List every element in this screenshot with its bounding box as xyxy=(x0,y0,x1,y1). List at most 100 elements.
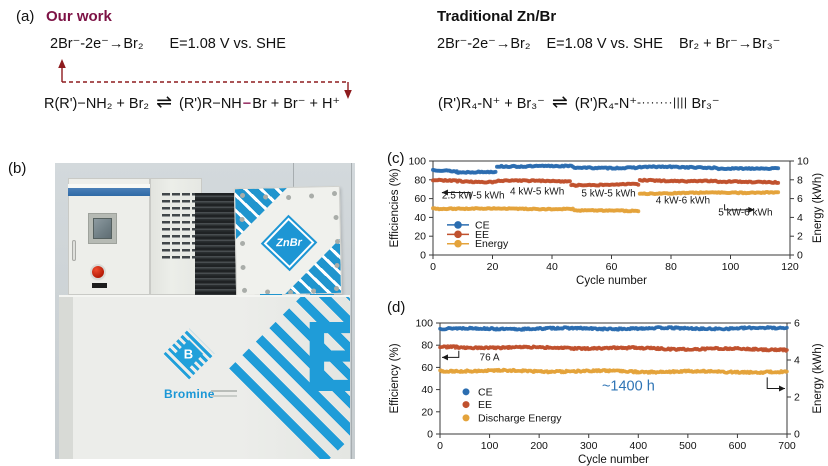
svg-text:400: 400 xyxy=(630,440,648,452)
svg-text:300: 300 xyxy=(580,440,598,452)
svg-text:6: 6 xyxy=(797,193,803,205)
svg-text:80: 80 xyxy=(414,174,426,186)
bromine-logo-letter: B xyxy=(184,346,194,362)
ourwork-eq1: 2Br⁻-2e⁻→Br₂ xyxy=(50,36,144,52)
znbr-diamond-badge: ZnBr xyxy=(260,214,318,272)
traditional-complex-equilibrium: (R')R₄-N⁺ + Br₃⁻ ⇌ (R')R₄-N⁺-·······||||… xyxy=(438,92,720,113)
y-axis-left-label: Efficiencies (%) xyxy=(389,168,401,247)
svg-text:0: 0 xyxy=(797,250,803,262)
svg-text:5 kW-5 kWh: 5 kW-5 kWh xyxy=(581,189,635,200)
bromine-brand-text: Bromine xyxy=(164,387,215,401)
panel-c-label: (c) xyxy=(387,150,405,167)
annotations: 76 A ~1400 h xyxy=(441,350,786,395)
ourwork-eq2-rhs-b: Br + Br⁻ + H⁺ xyxy=(252,95,341,112)
vent-grille xyxy=(160,193,196,259)
nh-br-bond: − xyxy=(242,95,252,112)
panel-a-label: (a) xyxy=(16,8,35,25)
svg-text:8: 8 xyxy=(797,174,803,186)
emergency-stop-button xyxy=(92,266,104,278)
y-axis-right-label: Energy (kWh) xyxy=(812,343,824,413)
svg-text:76 A: 76 A xyxy=(480,353,500,364)
svg-text:0: 0 xyxy=(420,250,426,262)
equilibrium-arrows-icon: ⇌ xyxy=(551,92,568,113)
traditional-eq1: 2Br⁻-2e⁻→Br₂ xyxy=(437,36,531,52)
series-CE xyxy=(438,325,789,332)
series-EE xyxy=(438,344,789,353)
svg-text:120: 120 xyxy=(781,261,799,273)
svg-text:2.5 kW-5 kWh: 2.5 kW-5 kWh xyxy=(442,191,505,202)
svg-text:2: 2 xyxy=(794,392,800,404)
series-Energy xyxy=(431,190,781,214)
panel-d-label: (d) xyxy=(387,299,406,316)
series-CE xyxy=(431,163,781,175)
svg-text:20: 20 xyxy=(421,406,433,418)
svg-text:40: 40 xyxy=(546,261,558,273)
ourwork-amine-equilibrium: R(R')−NH₂ + Br₂ ⇌ (R')R−NH−Br + Br⁻ + H⁺ xyxy=(44,92,340,113)
ourwork-halfreaction: 2Br⁻-2e⁻→Br₂ E=1.08 V vs. SHE xyxy=(50,36,286,52)
svg-text:4 kW-6 kWh: 4 kW-6 kWh xyxy=(656,195,710,206)
emergency-stop-label xyxy=(92,283,107,288)
svg-text:EE: EE xyxy=(475,229,489,241)
x-axis-label: Cycle number xyxy=(578,454,649,466)
series-EE xyxy=(431,177,781,188)
end-plate-bolts xyxy=(239,192,246,198)
control-box xyxy=(68,178,202,295)
equilibrium-arrows-icon: ⇌ xyxy=(156,92,172,113)
bromine-logo-core: B xyxy=(174,339,204,369)
svg-text:200: 200 xyxy=(530,440,548,452)
bromine-diamond-logo: B xyxy=(163,328,215,380)
svg-text:CE: CE xyxy=(475,219,490,231)
wall-seam xyxy=(351,163,352,459)
traditional-title: Traditional Zn/Br xyxy=(437,8,557,25)
door-handle xyxy=(72,240,76,261)
traditional-eq2-rhs-b: Br₃⁻ xyxy=(691,95,720,112)
control-box-blue-stripe xyxy=(68,188,150,196)
traditional-halfreaction: 2Br⁻-2e⁻→Br₂ E=1.08 V vs. SHE Br₂ + Br⁻→… xyxy=(437,36,780,52)
chart-c-power-rating-cycling: 0 20 40 60 80 100 1200204060801000246810Cycle … xyxy=(389,156,824,288)
svg-text:500: 500 xyxy=(679,440,697,452)
svg-text:5 kW-6 kWh: 5 kW-6 kWh xyxy=(718,208,772,219)
svg-text:100: 100 xyxy=(408,156,426,168)
svg-text:80: 80 xyxy=(421,340,433,352)
traditional-eq2-rhs-a: (R')R₄-N⁺ xyxy=(574,95,637,112)
svg-text:100: 100 xyxy=(415,318,433,330)
svg-text:0: 0 xyxy=(437,440,443,452)
stack-end-plate: ZnBr xyxy=(233,185,343,297)
large-logo-letter: E xyxy=(303,307,350,407)
hmi-screen-frame xyxy=(88,213,117,244)
svg-text:40: 40 xyxy=(421,384,433,396)
svg-text:4 kW-5 kWh: 4 kW-5 kWh xyxy=(510,186,564,197)
znbr-badge-text: ZnBr xyxy=(276,236,302,250)
traditional-eq1-potential: E=1.08 V vs. SHE xyxy=(546,36,663,52)
svg-text:0: 0 xyxy=(794,429,800,441)
ourwork-eq2-lhs: R(R')−NH₂ + Br₂ xyxy=(44,95,150,112)
ionic-association-dots: -·······|||| xyxy=(637,94,688,109)
control-box-roof xyxy=(68,184,150,188)
axes: 0 100 200 300 400 500 600 7000204060801000246Cy… xyxy=(389,318,824,466)
ourwork-eq2-rhs: (R')R−NH−Br + Br⁻ + H⁺ xyxy=(179,96,340,112)
svg-text:20: 20 xyxy=(414,231,426,243)
traditional-eq1-extra: Br₂ + Br⁻→Br₃⁻ xyxy=(678,36,781,52)
our-work-title: Our work xyxy=(46,8,112,25)
svg-text:60: 60 xyxy=(421,362,433,374)
bromide-recycle-arrow xyxy=(58,59,352,99)
y-axis-left-label: Efficiency (%) xyxy=(389,343,401,413)
svg-text:0: 0 xyxy=(430,261,436,273)
svg-text:60: 60 xyxy=(606,261,618,273)
bromine-brand-subtext xyxy=(211,390,237,397)
svg-text:100: 100 xyxy=(722,261,740,273)
axes: 0 20 40 60 80 100 1200204060801000246810Cycle … xyxy=(389,156,824,288)
svg-text:40: 40 xyxy=(414,212,426,224)
svg-text:6: 6 xyxy=(794,318,800,330)
hmi-screen xyxy=(93,218,112,239)
svg-text:600: 600 xyxy=(729,440,747,452)
svg-text:~1400 h: ~1400 h xyxy=(602,379,655,395)
traditional-eq2-lhs: (R')R₄-N⁺ + Br₃⁻ xyxy=(438,95,545,112)
svg-text:2: 2 xyxy=(797,231,803,243)
x-axis-label: Cycle number xyxy=(576,275,647,287)
svg-text:20: 20 xyxy=(487,261,499,273)
svg-text:CE: CE xyxy=(478,386,493,398)
svg-text:700: 700 xyxy=(778,440,796,452)
